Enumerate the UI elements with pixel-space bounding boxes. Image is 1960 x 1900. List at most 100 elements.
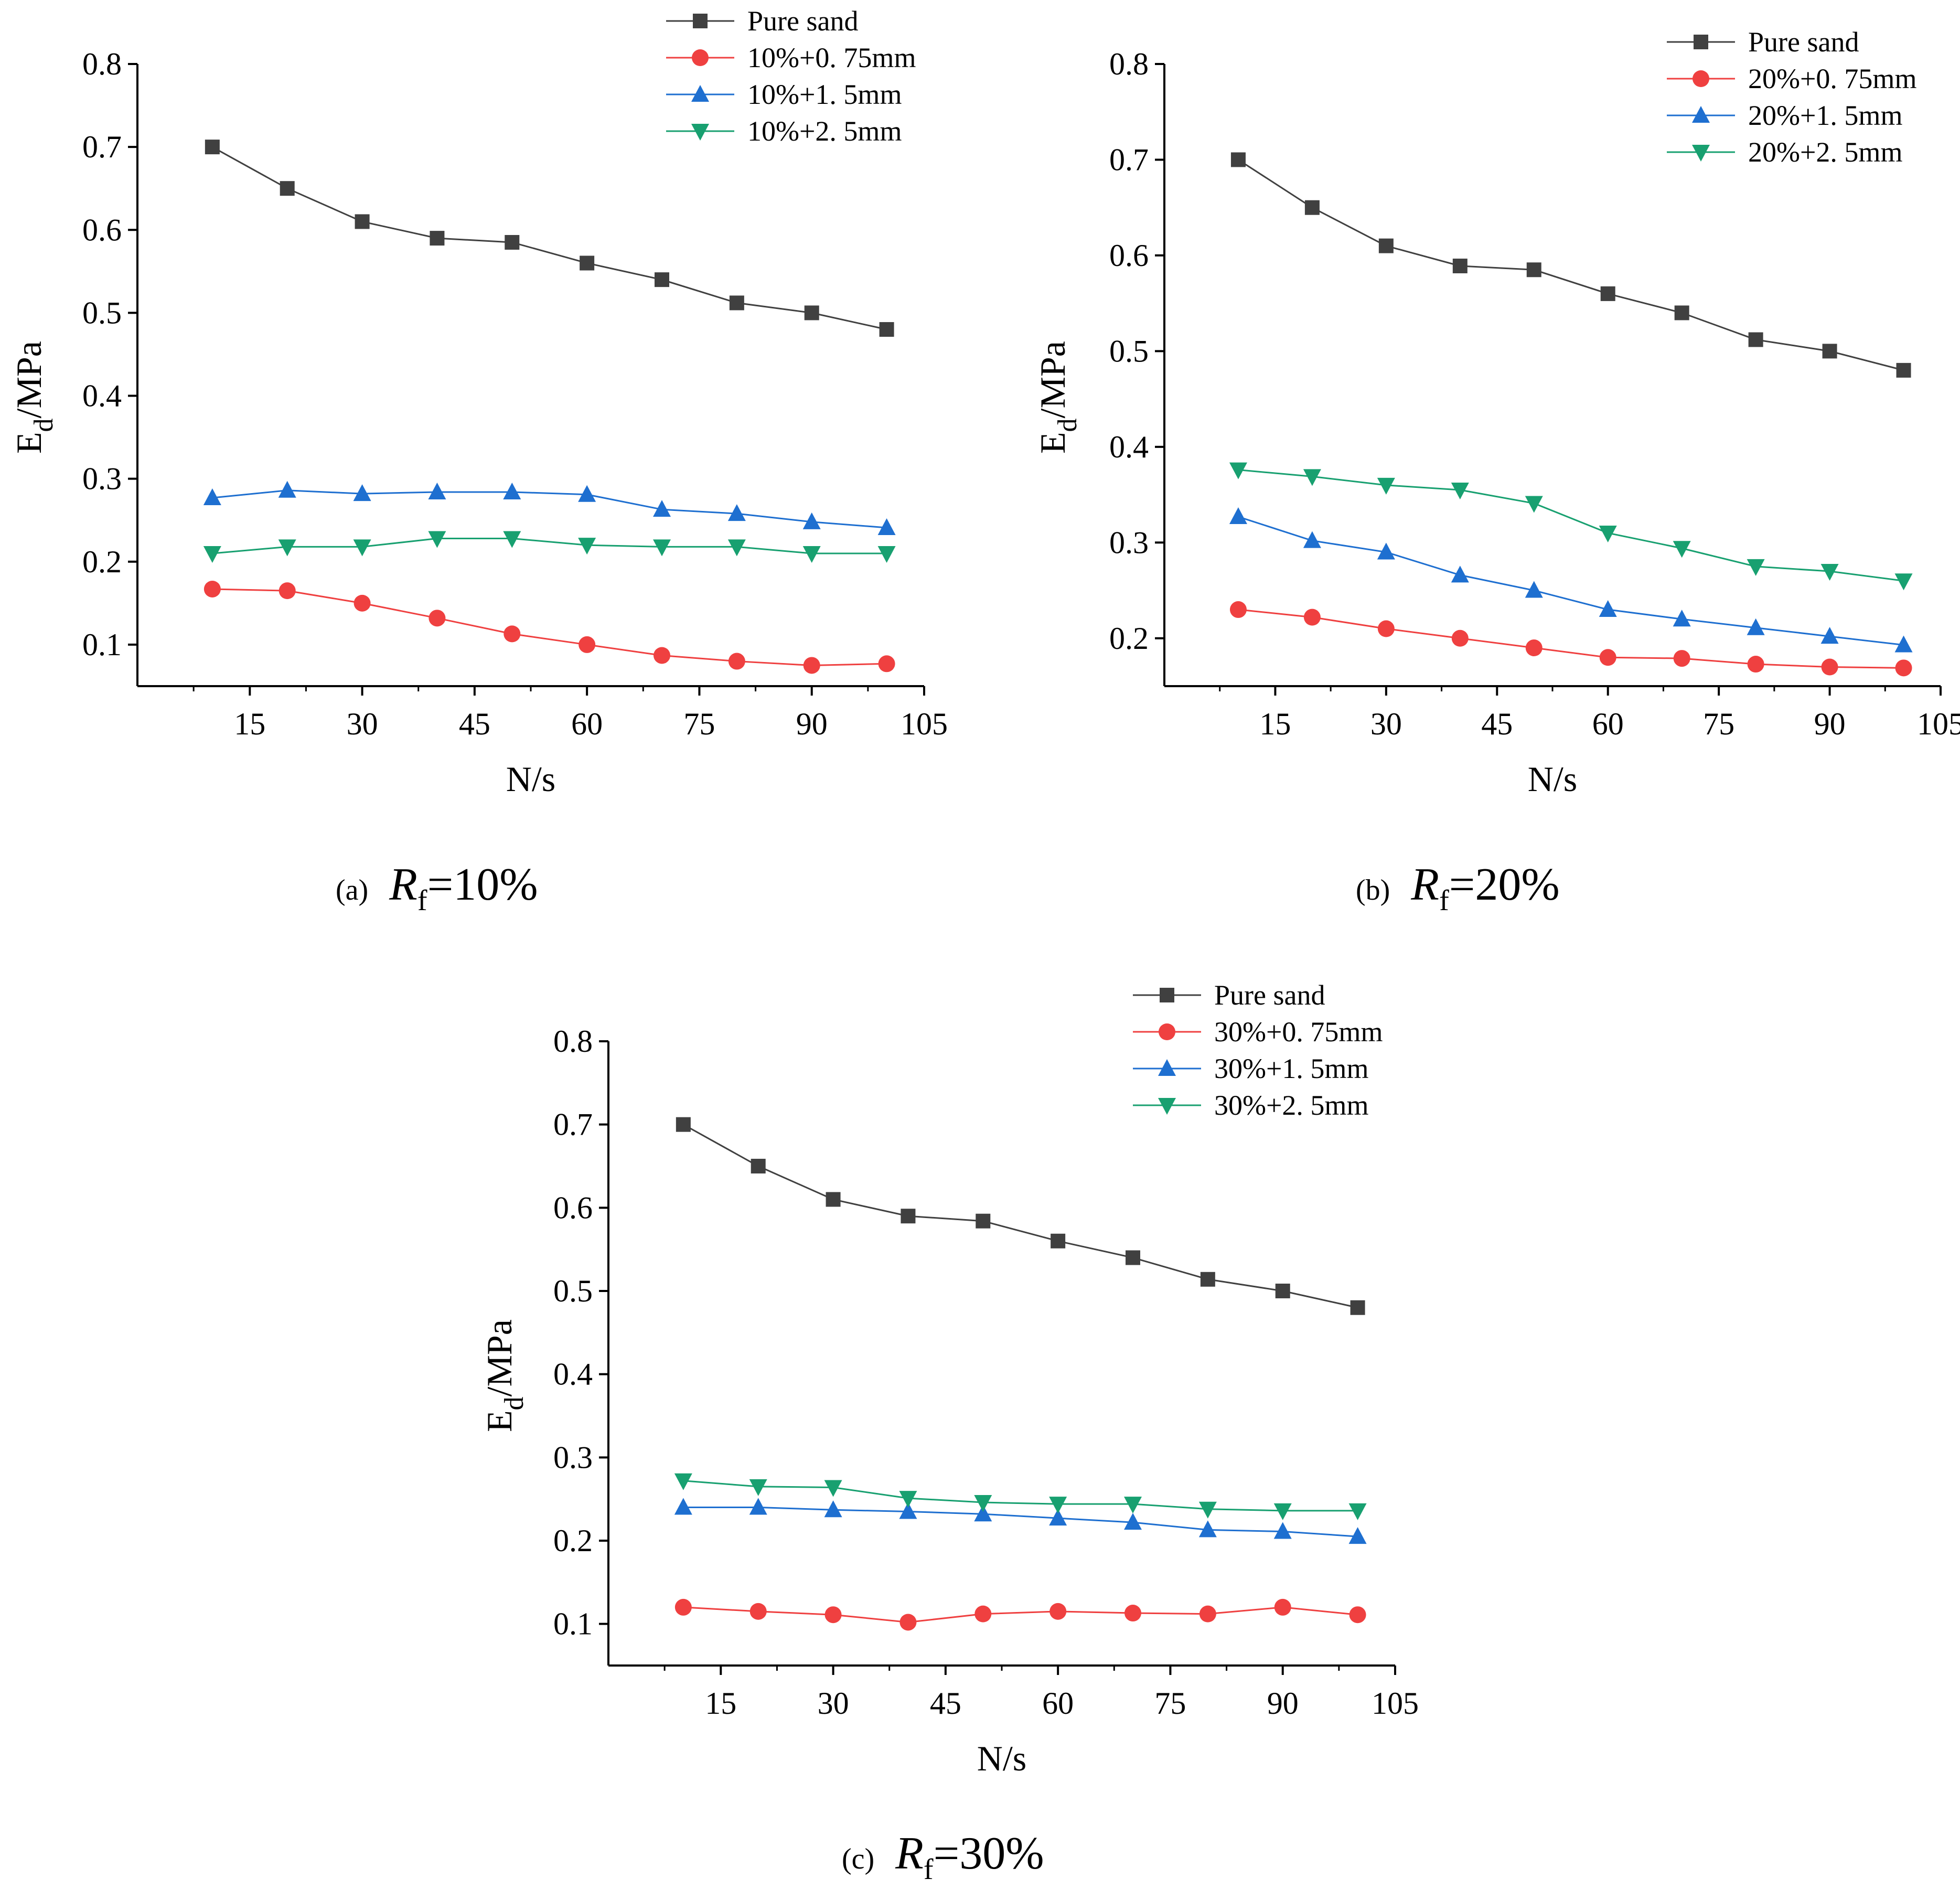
data-point (877, 546, 896, 563)
caption-panel-label: (a) (336, 874, 368, 906)
data-point (878, 655, 895, 673)
caption-variable: R (389, 859, 417, 910)
data-point (802, 546, 821, 563)
y-tick-label: 0.7 (82, 130, 122, 164)
y-axis-label-symbol: E (479, 1410, 519, 1432)
legend-label: 10%+0. 75mm (747, 42, 916, 73)
data-point (503, 482, 521, 499)
data-point (1124, 1605, 1141, 1622)
data-point (579, 636, 596, 653)
data-point (1600, 286, 1615, 301)
data-point (1894, 573, 1913, 591)
caption-value: =30% (934, 1828, 1044, 1879)
data-point (976, 1213, 991, 1229)
x-tick-label: 105 (901, 707, 948, 741)
data-point (974, 1605, 992, 1623)
data-point (749, 1603, 767, 1620)
data-point (804, 305, 819, 321)
y-axis-label: Ed/MPa (1033, 341, 1083, 454)
data-point (826, 1192, 841, 1207)
series-line-1 (212, 588, 887, 666)
data-point (1821, 658, 1838, 676)
legend-label: Pure sand (1214, 979, 1325, 1011)
data-point (728, 653, 745, 670)
legend-label: 30%+2. 5mm (1214, 1090, 1368, 1121)
data-point (1377, 542, 1395, 560)
x-tick-label: 90 (1814, 707, 1846, 741)
x-tick-label: 15 (705, 1686, 736, 1721)
x-tick-label: 75 (683, 707, 715, 741)
data-point (654, 647, 670, 664)
x-tick-label: 30 (347, 707, 378, 741)
data-point (1350, 1300, 1365, 1315)
data-point (1451, 482, 1469, 499)
legend-label: 30%+1. 5mm (1214, 1053, 1368, 1084)
data-point (578, 538, 596, 555)
y-tick-label: 0.6 (82, 212, 122, 247)
data-point (676, 1117, 691, 1132)
data-point (1304, 200, 1320, 215)
series-line-0 (683, 1124, 1358, 1309)
series-line-2 (683, 1507, 1358, 1538)
data-point (727, 504, 746, 521)
data-point (1377, 477, 1395, 495)
x-axis-label: N/s (506, 759, 555, 799)
legend-marker (691, 85, 709, 102)
data-point (1895, 659, 1912, 677)
caption-variable: R (895, 1828, 924, 1879)
data-point (1124, 1497, 1142, 1514)
legend-marker (1694, 35, 1708, 49)
series-line-2 (212, 489, 887, 529)
x-tick-label: 105 (1917, 707, 1960, 741)
caption-value: =20% (1449, 859, 1560, 910)
data-point (1273, 1522, 1292, 1539)
x-tick-label: 15 (234, 707, 265, 741)
data-point (1820, 627, 1839, 644)
data-point (580, 255, 595, 271)
x-tick-label: 15 (1259, 707, 1291, 741)
data-point (1303, 609, 1321, 626)
data-point (1377, 620, 1395, 637)
data-point (1229, 462, 1247, 479)
data-point (1896, 362, 1911, 378)
data-point (505, 234, 520, 250)
panel-a: 0.1 0.2 0.3 0.4 0.5 0.6 0.7 0.8 15 30 45 60 75 90 105 N… (9, 5, 948, 917)
data-point (877, 518, 896, 535)
y-tick-label: 0.1 (82, 627, 122, 662)
legend-marker (1693, 70, 1709, 87)
data-point (1199, 1605, 1216, 1623)
caption-subscript: f (417, 884, 427, 917)
data-point (353, 484, 371, 501)
data-point (974, 1495, 992, 1512)
data-point (1124, 1513, 1142, 1530)
data-point (503, 531, 521, 548)
x-tick-label: 60 (571, 707, 603, 741)
data-point (1378, 238, 1394, 253)
x-axis-label: N/s (977, 1738, 1026, 1778)
x-tick-label: 75 (1703, 707, 1734, 741)
y-tick-label: 0.3 (1109, 525, 1149, 560)
data-point (1274, 1598, 1291, 1616)
data-point (1673, 610, 1691, 627)
y-axis-label-unit: /MPa (479, 1319, 519, 1396)
data-point (1229, 601, 1247, 618)
data-point (1894, 635, 1913, 653)
legend-marker (1692, 145, 1710, 162)
y-tick-label: 0.3 (82, 462, 122, 496)
series-line-3 (212, 538, 887, 554)
y-axis-label-symbol: E (1033, 432, 1073, 454)
data-point (1747, 618, 1765, 635)
y-axis-label: Ed/MPa (9, 341, 59, 454)
y-tick-label: 0.7 (553, 1107, 593, 1142)
data-point (205, 140, 220, 155)
data-point (278, 481, 296, 498)
data-point (1748, 332, 1763, 347)
legend-label: 20%+0. 75mm (1748, 63, 1916, 94)
data-point (428, 482, 446, 499)
y-tick-label: 0.2 (1109, 621, 1149, 656)
series-line-1 (1238, 609, 1904, 669)
caption-panel-label: (b) (1356, 874, 1390, 906)
data-point (1599, 649, 1616, 666)
data-point (1599, 600, 1617, 617)
data-point (1198, 1501, 1217, 1519)
